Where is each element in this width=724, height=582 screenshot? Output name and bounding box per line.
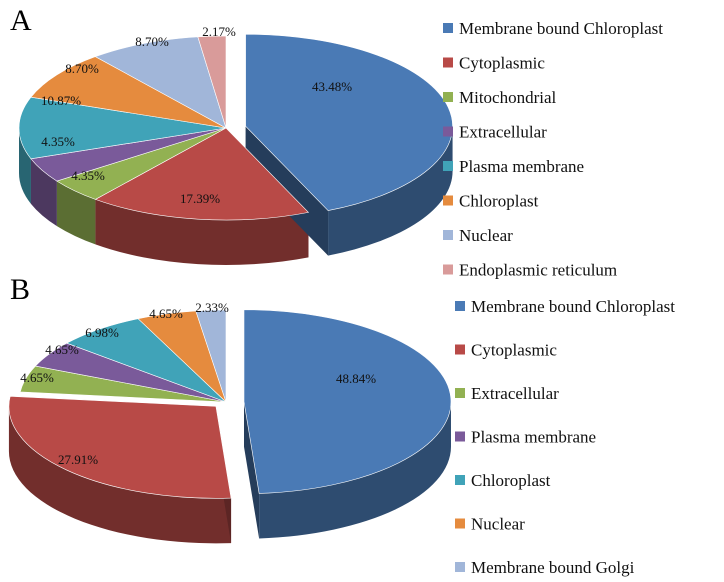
legend-swatch: [455, 388, 465, 398]
pie-chart-b: B 48.84%27.91%4.65%4.65%6.98%4.65% 2.33% …: [8, 273, 675, 577]
pie-slice-chloroplast: [30, 56, 227, 129]
data-label: 8.70%: [135, 34, 169, 49]
legend-entry: Chloroplast: [459, 192, 539, 211]
data-label: 43.48%: [312, 79, 352, 94]
pie-side: [259, 401, 451, 539]
pie-side: [30, 158, 57, 227]
panel-label-a: A: [10, 4, 32, 37]
legend-swatch: [443, 230, 453, 240]
pie-slice-cytoplasmic: [8, 395, 232, 499]
pie-side: [56, 181, 96, 245]
legend-entry: Nuclear: [471, 515, 525, 534]
legend-swatch: [443, 264, 453, 275]
legend-swatch: [455, 431, 465, 442]
pie-slice-plasma-membrane: [18, 96, 227, 160]
legend-entry: Extracellular: [459, 123, 547, 142]
pie-side: [328, 126, 453, 256]
data-label: 8.70%: [65, 61, 99, 76]
data-label: 10.87%: [41, 93, 81, 108]
pie-slice-endoplasmic-reticulum: [197, 35, 227, 129]
data-label: 4.35%: [71, 168, 105, 183]
legend-entry: Mitochondrial: [459, 88, 557, 107]
pie-slice-membrane-bound-chloroplast: [245, 33, 453, 211]
legend-entry: Cytoplasmic: [471, 341, 557, 360]
pie-side: [19, 128, 31, 204]
legend-swatch: [455, 344, 465, 355]
pie-data-labels-a: 43.48% 17.39% 4.35% 4.35% 10.87% 8.70% 8.70% 2.…: [41, 24, 352, 206]
data-label: 2.33%: [195, 300, 229, 315]
data-label: 4.35%: [41, 134, 75, 149]
legend-entry: Cytoplasmic: [459, 54, 545, 73]
pie-side: [95, 199, 309, 265]
legend-entry: Endoplasmic reticulum: [459, 261, 617, 280]
legend-swatch: [443, 161, 453, 171]
data-label: 4.65%: [20, 370, 54, 385]
legend-swatch: [443, 23, 453, 33]
legend-swatch: [443, 195, 453, 206]
legend-entry: Plasma membrane: [459, 157, 584, 176]
legend-swatch: [455, 518, 465, 529]
legend-entry: Extracellular: [471, 384, 559, 403]
legend-b: Membrane bound Chloroplast Cytoplasmic Ext…: [455, 297, 675, 577]
data-label: 27.91%: [58, 452, 98, 467]
legend-entry: Membrane bound Golgi: [471, 558, 635, 577]
pie-side: [8, 406, 232, 544]
pie-slice-nuclear: [94, 36, 227, 129]
legend-entry: Chloroplast: [471, 471, 551, 490]
pie-tops-a: [18, 33, 453, 221]
pie-cut-face: [243, 401, 260, 539]
data-label: 48.84%: [336, 371, 376, 386]
data-label: 2.17%: [202, 24, 236, 39]
legend-swatch: [455, 562, 465, 572]
legend-a: Membrane bound Chloroplast Cytoplasmic Mit…: [443, 19, 663, 280]
legend-entry: Plasma membrane: [471, 428, 596, 447]
pie-slice-membrane-bound-golgi: [195, 309, 227, 403]
pie-chart-a: A 43.48% 17.39% 4.35% 4.35% 10.87% 8.70% 8.70%…: [10, 4, 663, 280]
legend-swatch: [443, 92, 453, 102]
pie-data-labels-b: 48.84% 27.91% 4.65% 4.65% 6.98% 4.65% 2.33%: [20, 300, 376, 467]
data-label: 6.98%: [85, 325, 119, 340]
data-label: 4.65%: [149, 306, 183, 321]
legend-entry: Membrane bound Chloroplast: [471, 297, 675, 316]
data-label: 4.65%: [45, 342, 79, 357]
legend-swatch: [455, 301, 465, 311]
data-label: 17.39%: [180, 191, 220, 206]
pie-slice-membrane-bound-chloroplast: [243, 309, 452, 494]
pie-slice-cytoplasmic: [94, 127, 310, 221]
panel-label-b: B: [10, 273, 30, 306]
legend-entry: Membrane bound Chloroplast: [459, 19, 663, 38]
legend-swatch: [443, 126, 453, 137]
legend-swatch: [455, 475, 465, 485]
legend-swatch: [443, 57, 453, 68]
legend-entry: Nuclear: [459, 226, 513, 245]
pie-tops-b: [8, 309, 452, 499]
